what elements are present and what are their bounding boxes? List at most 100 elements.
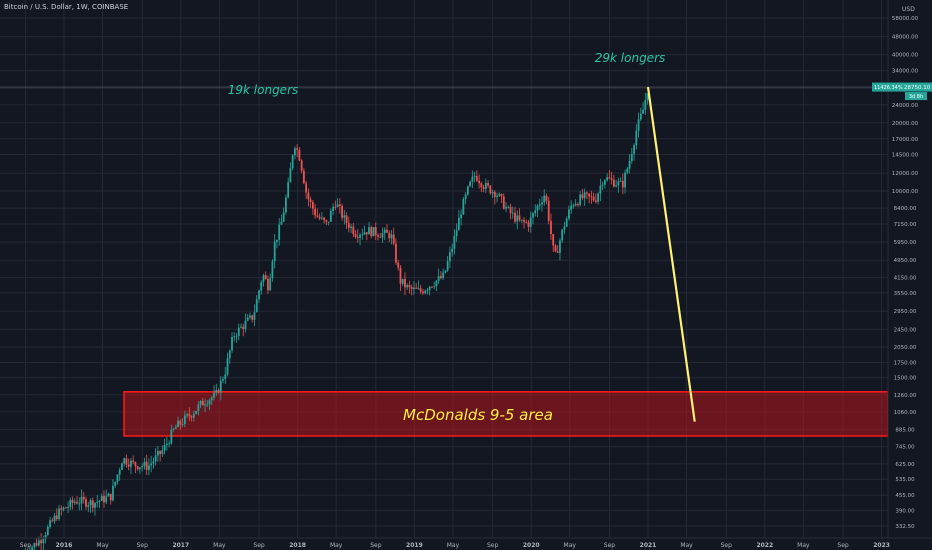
candle-body xyxy=(617,181,620,186)
price-tick-label: 4950.00 xyxy=(894,258,917,264)
candle-body xyxy=(646,93,649,101)
candle-body xyxy=(37,540,40,546)
candle-body xyxy=(233,336,236,338)
change-badge-label: 11426.34% xyxy=(874,85,903,91)
candle-body xyxy=(406,285,409,288)
candle-body xyxy=(159,450,162,454)
candle-body xyxy=(105,496,108,503)
candle-body xyxy=(487,183,489,186)
candle-body xyxy=(356,236,359,238)
candle-body xyxy=(635,130,638,146)
candle-body xyxy=(363,232,366,235)
candle-body xyxy=(210,397,213,401)
candle-body xyxy=(80,496,83,504)
candle-body xyxy=(260,282,263,291)
time-tick-label: Sep xyxy=(721,542,733,549)
candle-body xyxy=(482,187,485,189)
candle-body xyxy=(217,390,220,393)
candle-body xyxy=(31,547,34,550)
candle-body xyxy=(592,196,595,201)
candle-body xyxy=(628,161,631,169)
candle-body xyxy=(139,467,141,470)
candle-body xyxy=(240,326,242,328)
candle-body xyxy=(417,288,420,290)
candle-body xyxy=(53,515,56,522)
candle-body xyxy=(536,205,539,211)
candle-body xyxy=(96,501,99,503)
price-tick-label: 58000.00 xyxy=(892,16,919,22)
time-tick-label: 2019 xyxy=(406,542,423,549)
candle-body xyxy=(323,217,326,221)
candle-body xyxy=(583,192,586,199)
candle-body xyxy=(527,222,530,227)
candle-body xyxy=(550,221,552,235)
candle-body xyxy=(565,218,568,227)
candle-body xyxy=(435,280,438,287)
candle-body xyxy=(455,230,458,237)
candle-body xyxy=(615,185,618,187)
candle-body xyxy=(610,178,613,180)
candle-body xyxy=(397,262,400,268)
candle-body xyxy=(280,221,283,225)
candle-body xyxy=(130,460,132,467)
candle-body xyxy=(484,183,487,189)
price-axis[interactable]: 58000.0048000.0040000.0034000.0028400.00… xyxy=(872,0,932,550)
candle-body xyxy=(386,229,388,233)
candle-body xyxy=(563,226,566,230)
candle-body xyxy=(145,461,148,470)
candle-body xyxy=(33,543,36,548)
candle-body xyxy=(154,455,157,462)
price-tick-label: 34000.00 xyxy=(892,69,919,75)
candle-body xyxy=(345,215,348,223)
candle-body xyxy=(318,216,321,219)
time-tick-label: May xyxy=(213,542,226,549)
candle-body xyxy=(475,176,478,181)
candle-body xyxy=(451,248,454,253)
price-badge-label: 28750.10 xyxy=(904,85,931,91)
candle-body xyxy=(453,236,456,249)
candle-body xyxy=(161,450,164,454)
time-tick-label: 2021 xyxy=(640,542,657,549)
candle-body xyxy=(197,404,200,411)
candle-body xyxy=(498,194,501,196)
candle-body xyxy=(336,204,339,207)
candle-body xyxy=(619,180,622,182)
candle-body xyxy=(552,234,555,246)
candle-body xyxy=(341,206,343,218)
candle-body xyxy=(581,194,584,199)
candle-body xyxy=(264,275,267,280)
candle-body xyxy=(42,539,45,544)
candle-body xyxy=(516,215,519,222)
candle-body xyxy=(244,320,247,329)
candle-body xyxy=(46,526,49,536)
candle-body xyxy=(150,463,153,466)
price-tick-label: 40000.00 xyxy=(892,53,919,59)
candle-body xyxy=(235,336,238,337)
candle-body xyxy=(89,500,92,506)
candle-body xyxy=(64,507,67,509)
candle-body xyxy=(502,196,505,209)
candle-body xyxy=(633,145,635,154)
candle-body xyxy=(51,520,54,522)
candle-body xyxy=(127,464,130,467)
candle-body xyxy=(603,180,606,185)
candle-body xyxy=(433,286,436,288)
candle-body xyxy=(87,505,90,507)
candle-body xyxy=(134,462,137,467)
price-tick-label: 10000.00 xyxy=(892,189,919,195)
candle-body xyxy=(415,287,418,289)
time-axis[interactable]: Sep 2016 May Sep 2017 May Sep 2018 May Sep 2019 May… xyxy=(0,537,932,549)
candle-body xyxy=(206,404,209,406)
candles xyxy=(0,86,888,550)
candle-body xyxy=(44,535,47,540)
candle-body xyxy=(568,209,570,219)
candle-body xyxy=(289,167,292,183)
candle-body xyxy=(60,508,63,510)
candle-body xyxy=(329,210,332,222)
candle-body xyxy=(165,443,168,445)
candle-body xyxy=(163,444,166,451)
candle-body xyxy=(471,176,474,182)
candle-body xyxy=(204,404,206,406)
candle-body xyxy=(392,234,395,244)
